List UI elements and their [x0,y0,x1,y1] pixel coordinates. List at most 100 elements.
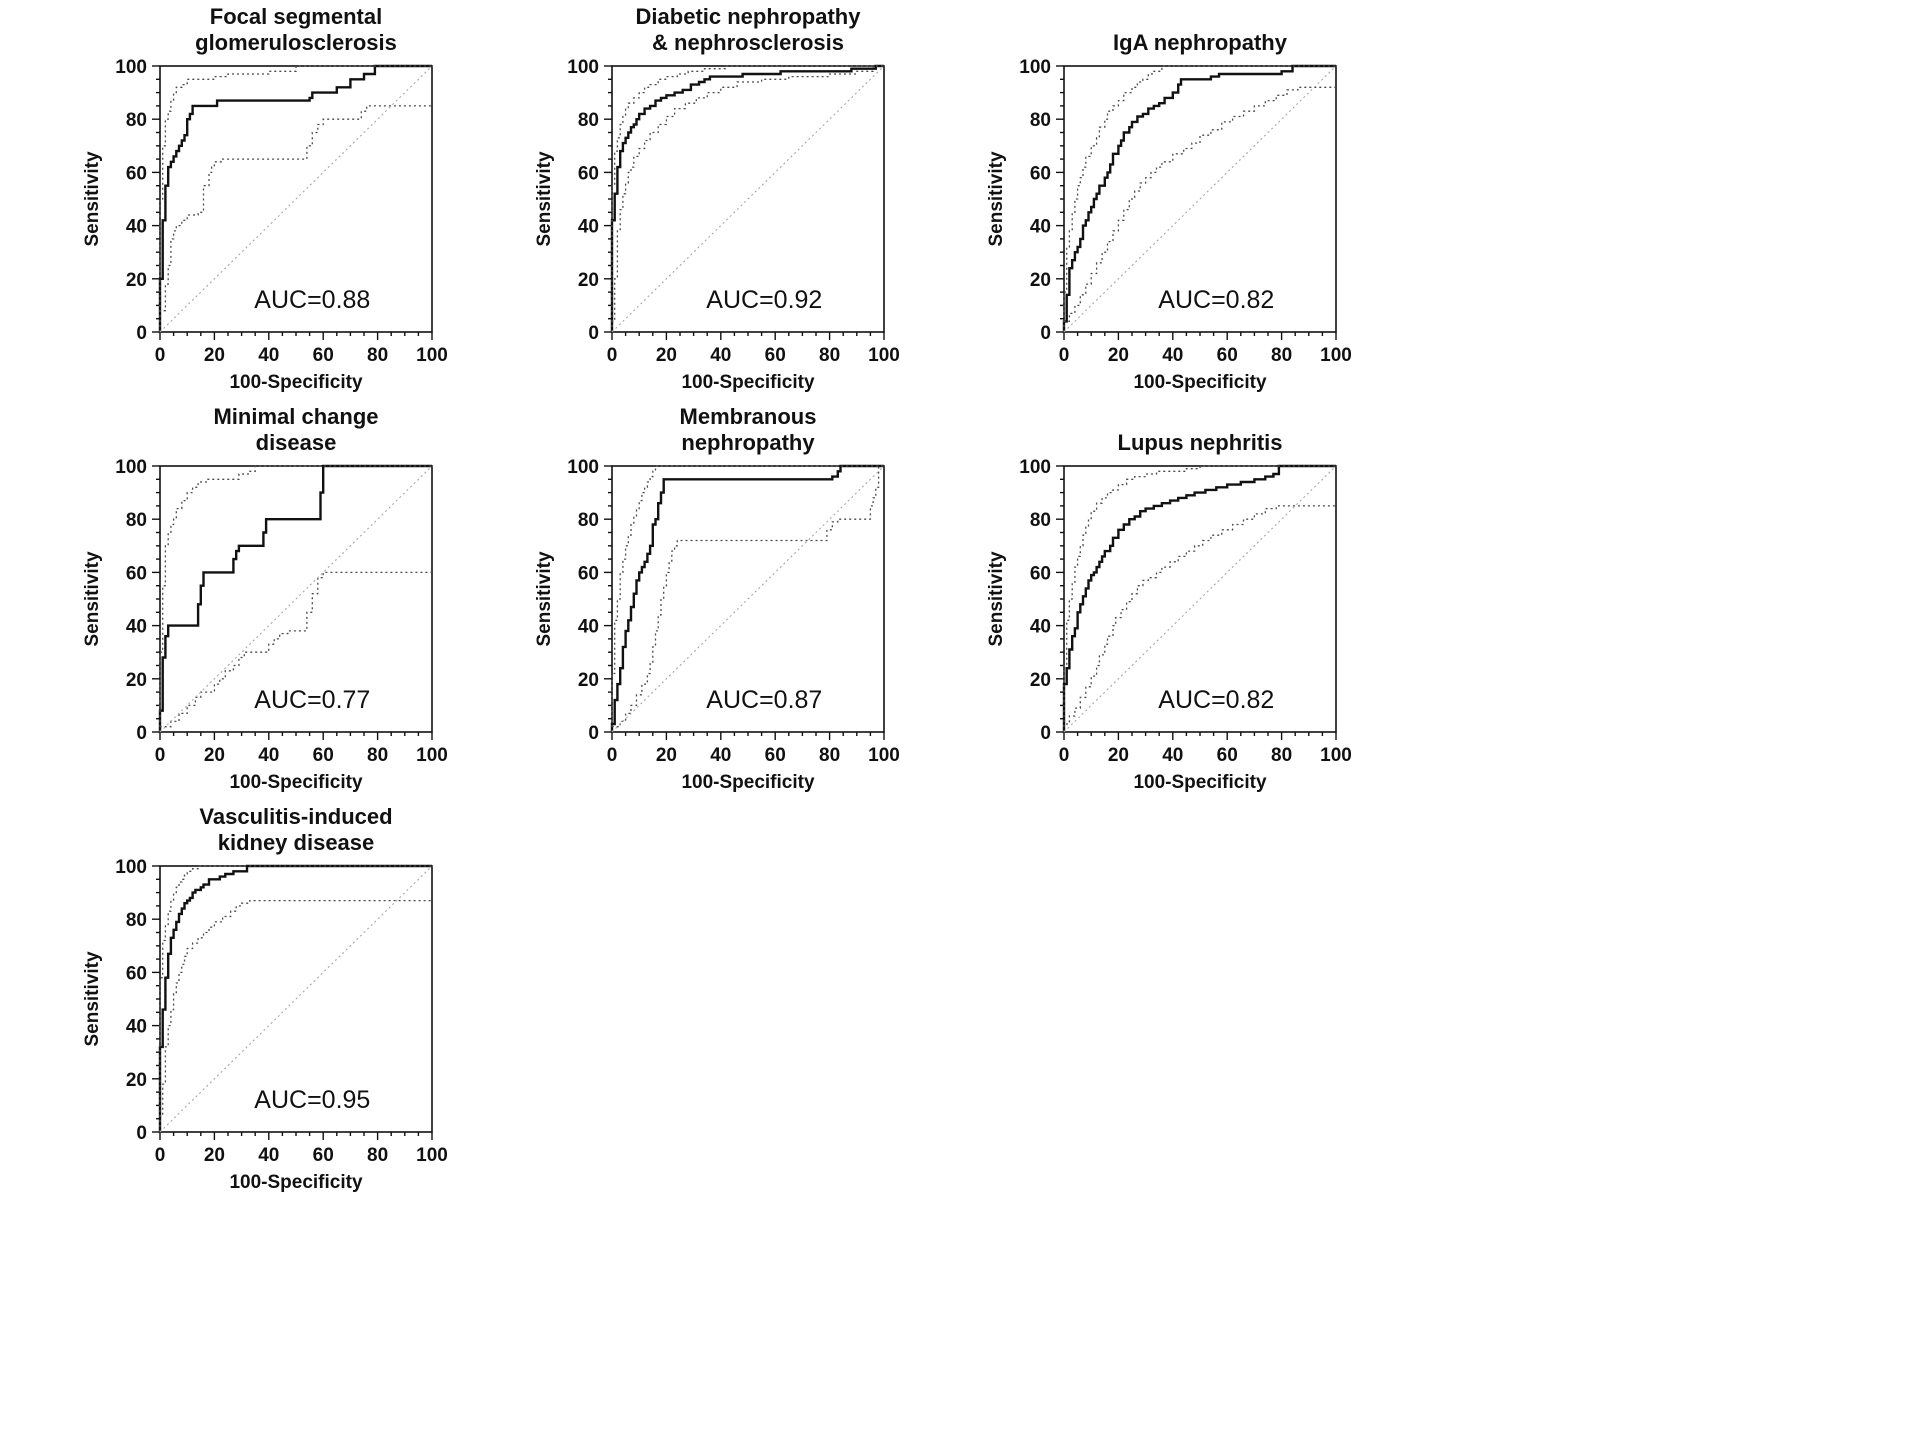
chart-title-line: nephropathy [681,430,815,455]
x-tick-label: 60 [765,745,786,766]
y-tick-label: 40 [126,1017,147,1038]
series-ci-lower [159,105,432,332]
series-ci-lower [1063,505,1336,732]
x-tick-label: 40 [710,345,731,366]
y-axis-label: Sensitivity [82,551,103,646]
chart-title-line: glomerulosclerosis [195,30,397,55]
y-tick-label: 0 [136,323,147,344]
chart-title-line: disease [256,430,337,455]
x-axis-label: 100-Specificity [681,772,814,793]
y-tick-label: 40 [126,217,147,238]
x-tick-label: 80 [367,745,388,766]
y-tick-label: 20 [126,270,147,291]
y-tick-label: 80 [1030,110,1051,131]
y-axis-label: Sensitivity [986,151,1007,246]
y-tick-label: 80 [126,510,147,531]
y-tick-label: 60 [578,563,599,584]
chart-title-line: Diabetic nephropathy [636,6,862,29]
series-roc [158,64,432,332]
x-tick-label: 100 [416,1145,448,1166]
series-reference-diagonal [1063,65,1337,333]
y-tick-label: 0 [136,1123,147,1144]
y-tick-label: 20 [578,670,599,691]
tick-labels: 00 20 20 40 40 60 60 80 80 100 100 [115,457,448,766]
y-tick-label: 0 [136,723,147,744]
series-reference-diagonal [159,65,433,333]
y-tick-label: 40 [1030,617,1051,638]
chart-title-line: Lupus nephritis [1118,430,1283,455]
tick-labels: 00 20 20 40 40 60 60 80 80 100 100 [1019,457,1352,766]
series-roc [158,464,432,732]
chart-title: Diabetic nephropathy& nephrosclerosis [636,4,862,55]
series-roc [1062,464,1336,732]
x-tick-label: 80 [1271,345,1292,366]
roc-chart-panel: Vasculitis-induced kidney disease 0 0 20 20 40… [36,804,488,1206]
series-ci-lower [1063,86,1336,332]
series-roc [158,864,432,1132]
x-tick-label: 20 [1108,745,1129,766]
roc-chart-panel: Membranous nephropathy 0 0 20 20 40 40 60 60 80 80 1… [488,404,940,806]
auc-label: AUC=0.87 [706,686,822,714]
chart-title-line: Vasculitis-induced [199,806,392,829]
auc-label: AUC=0.92 [706,286,822,314]
chart-title-line: Minimal change [213,406,378,429]
axis-ticks [1056,465,1337,740]
y-tick-label: 60 [126,163,147,184]
series-ci-lower [611,465,884,732]
y-tick-label: 20 [578,270,599,291]
series-ci-lower [159,571,432,732]
roc-chart-panel: Minimal change disease 0 0 20 20 40 40 60 60 80 80 1… [36,404,488,806]
x-tick-label: 0 [155,745,166,766]
x-tick-label: 100 [416,745,448,766]
series-reference-diagonal [159,465,433,733]
series-reference-diagonal [611,65,885,333]
x-tick-label: 100 [1320,345,1352,366]
series-ci-lower [159,899,432,1132]
x-tick-label: 40 [710,745,731,766]
x-tick-label: 40 [258,345,279,366]
series-reference-diagonal [1063,465,1337,733]
y-tick-label: 100 [567,457,599,478]
y-axis-label: Sensitivity [82,951,103,1046]
y-tick-label: 20 [1030,270,1051,291]
x-axis-label: 100-Specificity [229,1172,362,1193]
series-ci-upper [159,465,432,732]
x-axis-label: 100-Specificity [1133,772,1266,793]
x-tick-label: 60 [313,1145,334,1166]
x-tick-label: 60 [1217,745,1238,766]
y-tick-label: 80 [126,910,147,931]
y-tick-label: 20 [126,1070,147,1091]
x-tick-label: 60 [313,745,334,766]
y-tick-label: 0 [1040,723,1051,744]
x-axis-label: 100-Specificity [229,372,362,393]
roc-chart: Minimal changedisease0020204040606080801… [82,404,448,793]
x-tick-label: 0 [1059,345,1070,366]
series-ci-upper [159,865,432,1132]
axis-ticks [1056,65,1337,340]
axis-ticks [152,65,433,340]
y-axis-label: Sensitivity [534,551,555,646]
x-tick-label: 20 [656,345,677,366]
x-tick-label: 40 [258,1145,279,1166]
x-tick-label: 0 [1059,745,1070,766]
roc-chart-panel: Focal segmental glomerulosclerosis 0 0 20 20 4… [36,4,488,406]
y-tick-label: 40 [126,617,147,638]
x-tick-label: 40 [1162,745,1183,766]
roc-figure-grid: Focal segmental glomerulosclerosis 0 0 20 20 4… [36,4,1920,1206]
series-ci-upper [1063,65,1336,332]
y-tick-label: 100 [115,57,147,78]
y-tick-label: 80 [578,510,599,531]
y-tick-label: 80 [126,110,147,131]
auc-label: AUC=0.88 [254,286,370,314]
x-tick-label: 0 [155,1145,166,1166]
x-tick-label: 60 [1217,345,1238,366]
chart-title-line: & nephrosclerosis [652,30,844,55]
auc-label: AUC=0.82 [1158,686,1274,714]
tick-labels: 00 20 20 40 40 60 60 80 80 100 100 [567,57,900,366]
y-tick-label: 20 [126,670,147,691]
